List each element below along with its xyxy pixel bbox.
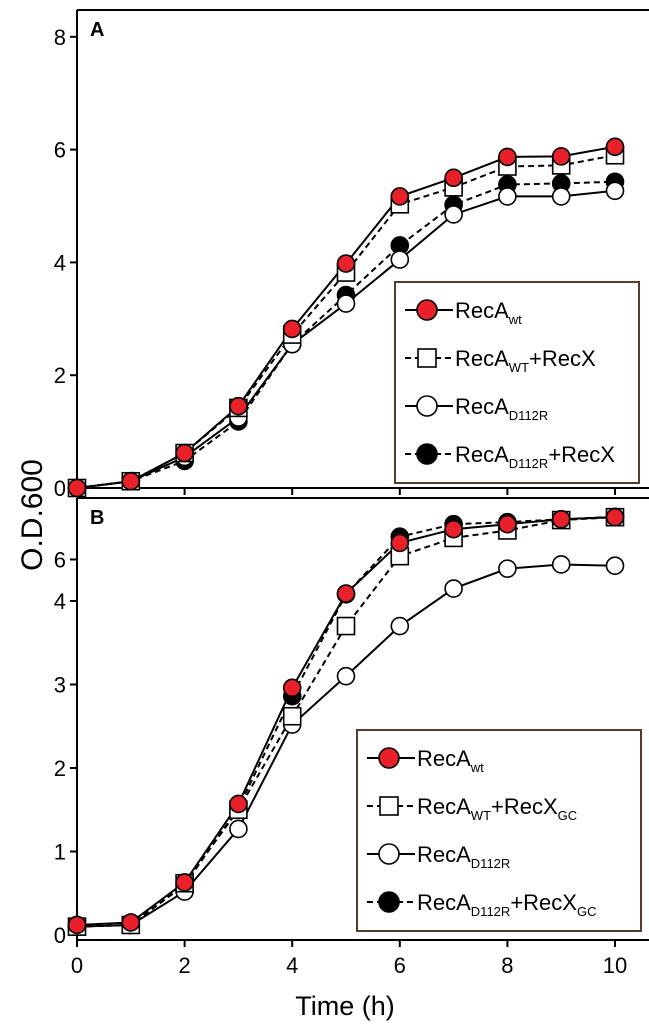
y-tick-label: 0 [54, 476, 66, 501]
data-point [498, 514, 517, 534]
data-point [175, 873, 194, 892]
data-point [605, 507, 625, 527]
y-tick-label: 1 [54, 840, 66, 865]
data-point [390, 250, 410, 269]
data-point [67, 478, 87, 498]
data-point [444, 579, 463, 598]
data-point [551, 147, 571, 166]
chart-panels: A 0 2 4 6 8 RecAwt RecAWT+RecX RecAD112R RecAD112… [54, 9, 649, 978]
x-tick-label: 0 [71, 953, 83, 978]
y-tick-label: 2 [54, 756, 66, 781]
data-point [282, 319, 302, 339]
x-tick-label: 2 [178, 953, 190, 978]
data-point [605, 181, 625, 201]
data-point [444, 205, 463, 224]
data-point [175, 443, 194, 463]
y-tick-label: 2 [54, 363, 66, 388]
y-tick-label: 6 [54, 548, 66, 573]
y-tick-label: 4 [54, 250, 66, 275]
data-point [282, 678, 302, 698]
legend-label: RecAD112R [455, 394, 548, 423]
data-point [336, 294, 356, 313]
y-axis-label: O.D.600 [16, 459, 49, 571]
data-point [498, 187, 517, 206]
legend-label: RecAD112R [417, 842, 510, 871]
legend-marker [378, 747, 400, 769]
legend-marker [378, 843, 400, 865]
data-point [336, 666, 356, 686]
data-point [390, 616, 410, 636]
x-tick-label: 6 [394, 953, 406, 978]
y-tick-label: 4 [54, 589, 66, 614]
legend-label: RecAWT+RecX [455, 346, 596, 375]
legend-marker [417, 348, 437, 368]
y-tick-label: 3 [54, 673, 66, 698]
data-point [390, 533, 410, 553]
x-tick-label: 10 [603, 953, 627, 978]
y-tick-label: 8 [54, 25, 66, 50]
data-point [121, 471, 141, 491]
x-axis-label: Time (h) [295, 991, 395, 1021]
legend-marker [379, 796, 399, 816]
data-point [390, 187, 410, 206]
y-tick-label: 6 [54, 138, 66, 163]
legend-label: RecAD112R+RecX [455, 442, 615, 471]
data-point [121, 913, 141, 932]
panel-label: A [90, 19, 104, 41]
y-tick-label: 0 [54, 923, 66, 948]
data-point [444, 168, 463, 188]
legend-label: RecAwt [455, 298, 522, 327]
data-point [336, 584, 356, 603]
legend-box [356, 729, 642, 932]
data-point [605, 556, 625, 576]
panel-label: B [90, 507, 104, 529]
data-point [336, 616, 356, 636]
data-point [444, 519, 463, 539]
legend-marker [416, 395, 438, 417]
legend-marker [416, 443, 438, 465]
legend-label: RecAWT+RecXGC [417, 794, 577, 823]
panel-b: B 0 1 2 3 4 6 0 2 4 6 8 10 RecAwt RecAWT+RecXGC RecAD11… [54, 497, 649, 978]
data-point [498, 559, 517, 578]
legend-label: RecAD112R+RecXGC [417, 890, 596, 919]
legend-label: RecAwt [417, 746, 484, 775]
x-tick-label: 4 [286, 953, 298, 978]
data-point [229, 396, 248, 416]
data-point [551, 187, 571, 206]
data-point [498, 147, 517, 167]
data-point [282, 706, 302, 726]
data-point [67, 915, 87, 935]
data-point [229, 794, 248, 814]
data-point [551, 555, 571, 574]
data-point [551, 509, 571, 529]
x-tick-label: 8 [501, 953, 513, 978]
legend-marker [378, 891, 400, 913]
data-point [605, 137, 625, 157]
series-line-2 [76, 154, 616, 489]
panel-a: A 0 2 4 6 8 RecAwt RecAWT+RecX RecAD112R RecAD112… [54, 9, 649, 501]
legend-marker [416, 299, 438, 321]
data-point [336, 254, 356, 273]
data-point [229, 819, 248, 839]
